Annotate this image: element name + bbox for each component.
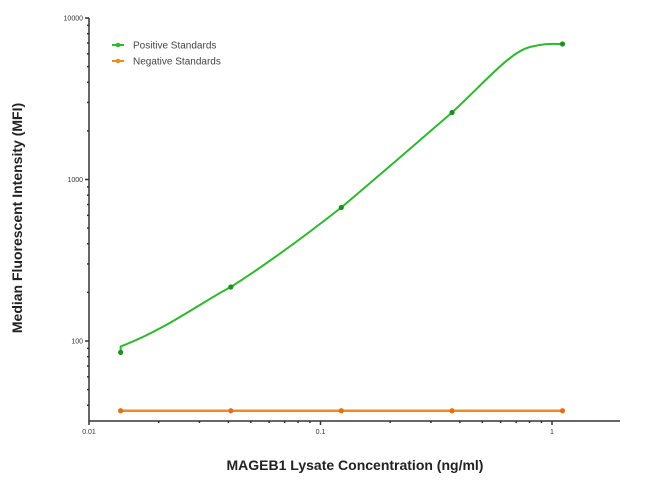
y-tick-label: 100	[71, 339, 83, 346]
negative-data-point	[449, 408, 455, 414]
positive-standards-curve	[119, 42, 563, 353]
legend-label: Positive Standards	[133, 41, 216, 52]
legend: Positive Standards Negative Standards	[112, 41, 221, 68]
x-tick-label: 0.01	[82, 429, 96, 436]
axis-ticks: 100 1000 10000 0.01 0.1 1	[64, 16, 555, 437]
axis-lines	[88, 18, 620, 422]
x-tick-label: 1	[550, 429, 554, 436]
negative-data-point	[118, 408, 124, 414]
positive-data-point	[559, 41, 566, 47]
y-tick-label: 10000	[64, 16, 84, 23]
y-tick-label: 1000	[67, 177, 83, 184]
negative-data-point	[228, 408, 234, 414]
negative-data-point	[338, 408, 344, 414]
legend-swatch-marker	[115, 58, 121, 64]
positive-data-point	[338, 204, 344, 211]
x-tick-label: 0.1	[316, 429, 326, 436]
legend-label: Negative Standards	[133, 57, 221, 68]
y-axis-title: Median Fluorescent Intensity (MFI)	[9, 103, 25, 333]
x-axis-title: MAGEB1 Lysate Concentration (ng/ml)	[227, 457, 484, 473]
positive-data-point	[449, 109, 455, 116]
positive-data-point	[228, 284, 234, 290]
legend-swatch-marker	[115, 42, 121, 48]
negative-data-point	[559, 408, 566, 414]
axes	[88, 18, 620, 422]
positive-data-point	[118, 349, 124, 355]
data-series	[118, 41, 566, 414]
